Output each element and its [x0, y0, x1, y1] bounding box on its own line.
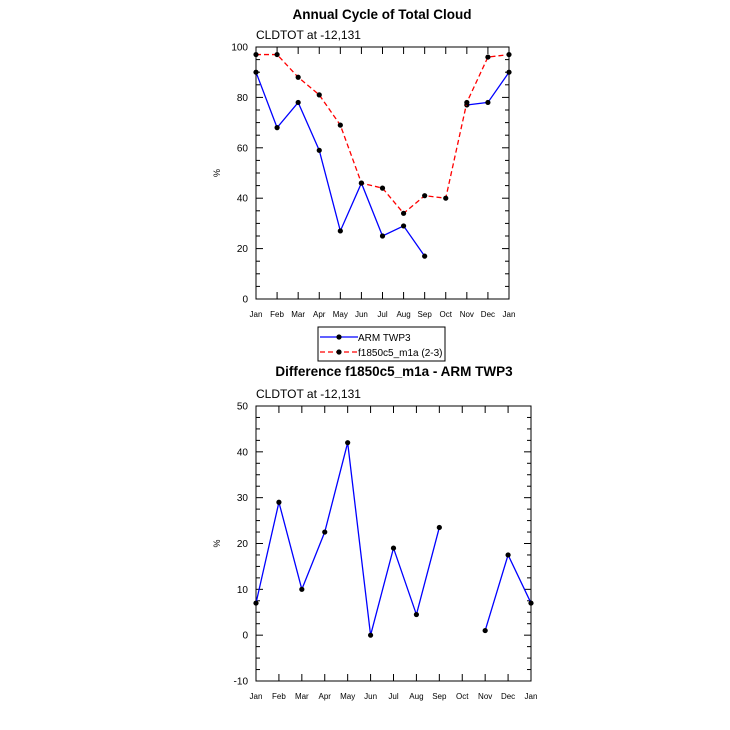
y-tick-label: 30: [237, 493, 249, 504]
data-point-1: [379, 185, 386, 191]
data-point-0: [379, 233, 386, 239]
x-tick-label: Oct: [456, 692, 469, 701]
x-tick-label: Mar: [291, 310, 305, 319]
data-point-1: [274, 51, 280, 58]
x-tick-label: Feb: [272, 692, 286, 701]
series-line-0: [255, 442, 440, 636]
y-tick-label: 0: [242, 295, 248, 306]
chart1-legend: ARM TWP3 f1850c5_m1a (2-3): [317, 326, 446, 362]
x-tick-label: Aug: [396, 310, 410, 319]
y-tick-label: 40: [237, 447, 249, 458]
legend-label-arm: ARM TWP3: [358, 333, 411, 344]
data-point-1: [506, 51, 512, 58]
data-point-0: [316, 147, 322, 153]
chart2-plot-area: -10 0 10 20 30 40 50 Jan Feb Mar Apr May Jun Jul Aug Se…: [212, 402, 537, 702]
data-point-0: [337, 228, 343, 234]
x-tick-label: Jul: [388, 692, 398, 701]
chart1-frame: [255, 46, 510, 300]
x-tick-label: May: [340, 692, 355, 701]
data-point-0: [274, 125, 280, 131]
chart2-subtitle: CLDTOT at -12,131: [256, 387, 361, 401]
data-point-1: [358, 180, 365, 186]
x-tick-label: Apr: [313, 310, 326, 319]
data-point-0: [367, 632, 374, 638]
data-point-1: [485, 54, 491, 60]
data-point-0: [413, 611, 420, 618]
x-tick-label: Jan: [525, 692, 538, 701]
data-point-0: [505, 552, 511, 558]
y-tick-label: 20: [237, 244, 249, 255]
x-tick-label: Jun: [355, 310, 368, 319]
x-tick-label: Aug: [409, 692, 423, 701]
y-tick-label: 0: [242, 631, 248, 642]
data-point-0: [528, 600, 534, 606]
chart1-subtitle: CLDTOT at -12,131: [256, 28, 361, 42]
y-axis-label: %: [212, 169, 222, 177]
y-tick-label: 20: [237, 539, 249, 550]
data-point-1: [443, 195, 449, 201]
data-point-0: [390, 545, 397, 551]
x-tick-label: Oct: [440, 310, 453, 319]
chart1-plot-area: 0 20 40 60 80 100 Jan Feb Mar Apr May Jun Jul Aug Sep O…: [212, 43, 515, 320]
y-tick-label: 80: [237, 93, 249, 104]
x-tick-label: Jul: [377, 310, 387, 319]
x-tick-label: Jun: [364, 692, 377, 701]
x-tick-label: May: [333, 310, 348, 319]
x-tick-label: Jan: [250, 692, 263, 701]
data-point-1: [316, 92, 322, 98]
legend-marker-model: [336, 349, 342, 355]
data-point-0: [436, 524, 442, 531]
chart2-frame: [255, 405, 532, 682]
y-tick-label: 50: [237, 402, 249, 413]
data-point-0: [276, 499, 282, 505]
data-point-1: [400, 210, 407, 216]
data-point-0: [482, 627, 488, 634]
x-tick-label: Dec: [481, 310, 495, 319]
x-tick-label: Jan: [503, 310, 516, 319]
y-tick-label: 10: [237, 585, 249, 596]
data-point-0: [422, 253, 428, 259]
x-tick-label: Apr: [319, 692, 332, 701]
x-tick-label: Sep: [418, 310, 433, 319]
data-point-0: [253, 600, 259, 606]
x-tick-label: Sep: [432, 692, 447, 701]
y-tick-label: 40: [237, 194, 249, 205]
data-point-0: [345, 440, 351, 446]
y-tick-label: -10: [234, 677, 249, 688]
data-point-0: [400, 223, 407, 229]
data-point-1: [295, 74, 301, 80]
x-tick-label: Mar: [295, 692, 309, 701]
series-line-0: [484, 553, 532, 631]
legend-label-model: f1850c5_m1a (2-3): [358, 348, 443, 359]
data-point-0: [299, 586, 305, 592]
data-point-0: [322, 529, 328, 535]
chart2-title: Difference f1850c5_m1a - ARM TWP3: [275, 364, 513, 379]
data-point-1: [464, 99, 470, 106]
data-point-1: [337, 122, 343, 128]
data-point-0: [253, 69, 259, 75]
x-tick-label: Jan: [250, 310, 263, 319]
y-axis-label: %: [212, 539, 222, 547]
data-point-0: [485, 99, 491, 106]
legend-box: [317, 326, 446, 362]
data-point-0: [295, 99, 301, 106]
data-point-1: [253, 51, 259, 58]
data-point-0: [506, 69, 512, 75]
x-tick-label: Feb: [270, 310, 284, 319]
x-tick-label: Nov: [460, 310, 474, 319]
chart1-title: Annual Cycle of Total Cloud: [292, 7, 471, 22]
x-tick-label: Dec: [501, 692, 515, 701]
y-tick-label: 100: [231, 43, 248, 54]
legend-marker-arm: [336, 334, 342, 340]
x-tick-label: Nov: [478, 692, 492, 701]
y-tick-label: 60: [237, 143, 249, 154]
data-point-1: [422, 193, 428, 199]
